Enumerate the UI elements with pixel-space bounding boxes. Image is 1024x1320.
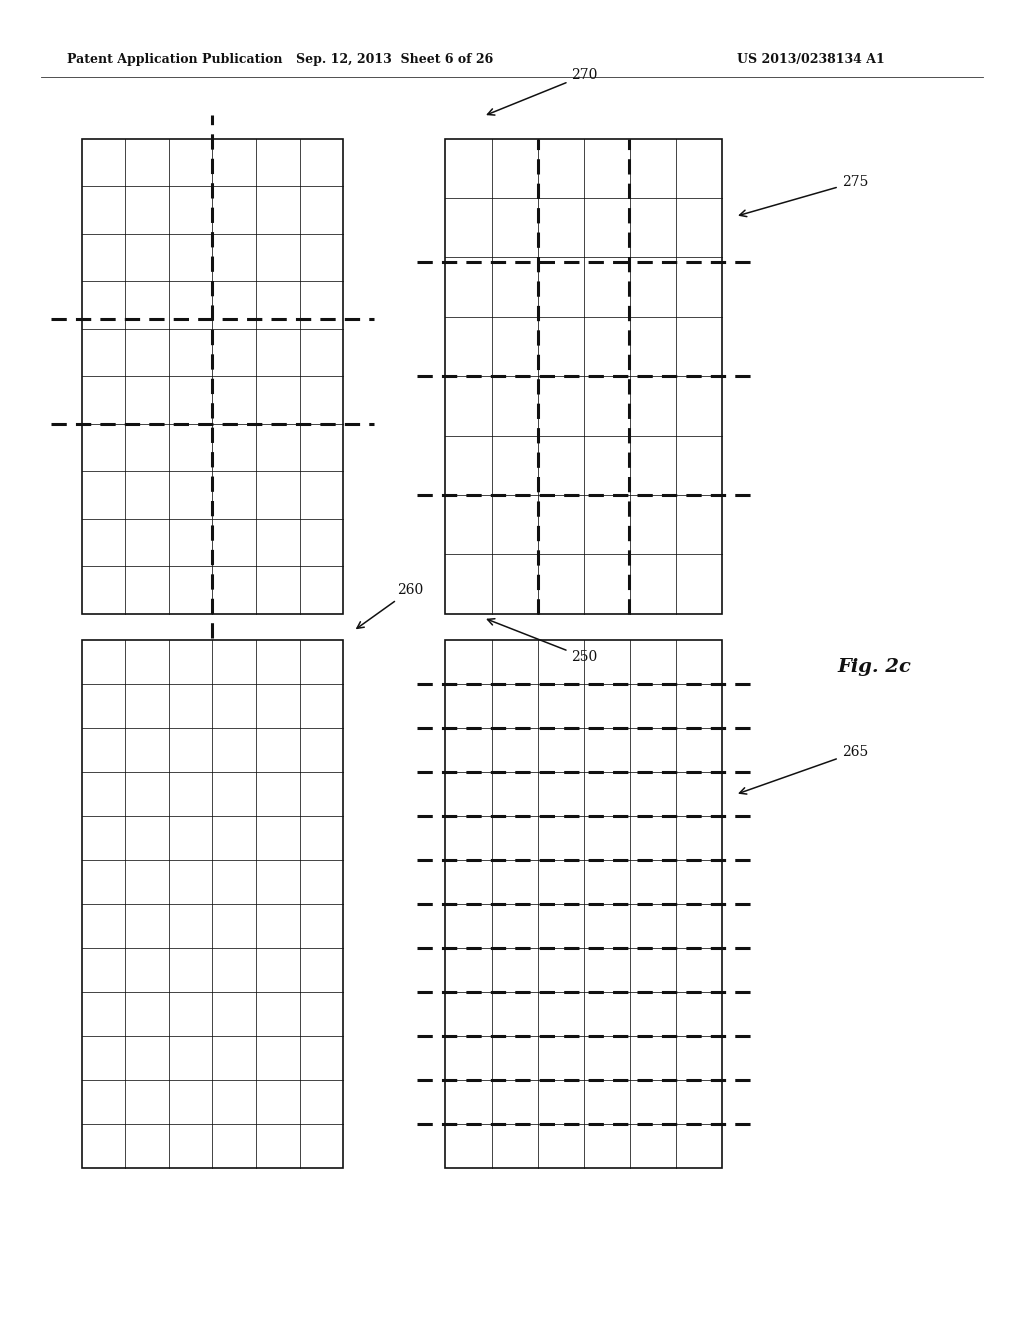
Bar: [82, 640, 343, 1168]
Text: 260: 260: [357, 583, 424, 628]
Text: Sep. 12, 2013  Sheet 6 of 26: Sep. 12, 2013 Sheet 6 of 26: [296, 53, 493, 66]
Text: Fig. 2c: Fig. 2c: [838, 657, 911, 676]
Text: 270: 270: [487, 69, 598, 115]
Text: Patent Application Publication: Patent Application Publication: [67, 53, 282, 66]
Bar: [445, 640, 722, 1168]
Text: US 2013/0238134 A1: US 2013/0238134 A1: [737, 53, 885, 66]
Bar: [445, 139, 722, 614]
Bar: [82, 139, 343, 614]
Text: 250: 250: [487, 619, 598, 664]
Text: 265: 265: [739, 746, 868, 795]
Text: 275: 275: [739, 176, 868, 216]
